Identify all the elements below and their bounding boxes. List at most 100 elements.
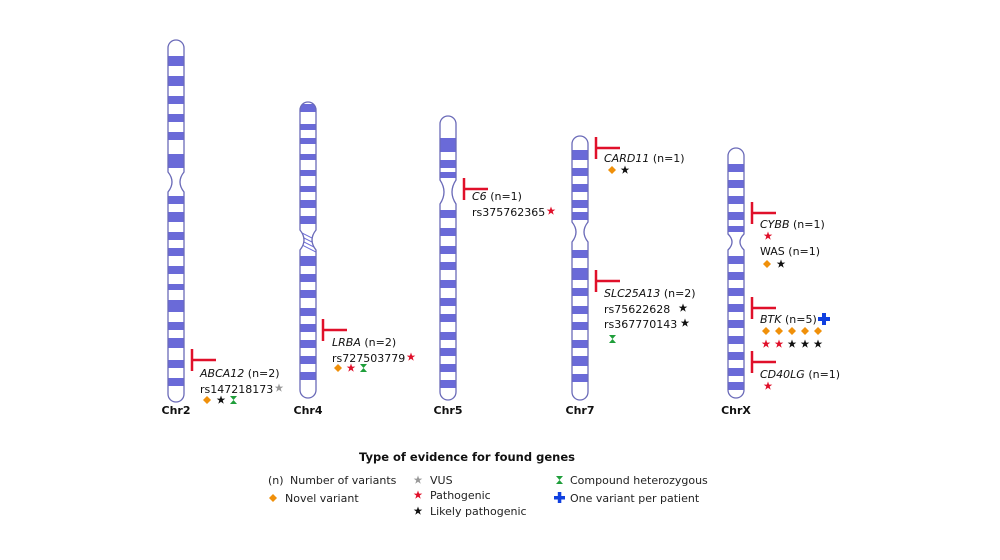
- compound-hourglass-icon: [360, 364, 367, 372]
- chromosome-band: [168, 232, 184, 240]
- legend-item-compound-heterozygous: Compound heterozygous: [556, 474, 708, 487]
- chromosome-band: [728, 304, 744, 312]
- gene-marker-card11: [594, 137, 620, 159]
- likely-pathogenic-star-icon: [678, 303, 688, 312]
- annotation-cybb: CYBB (n=1): [760, 218, 825, 231]
- chromosome-band: [440, 314, 456, 322]
- gene-marker-btk: [750, 297, 776, 319]
- chromosome-band: [300, 186, 316, 192]
- annotation-was: WAS (n=1): [760, 245, 820, 258]
- gene-name: C6: [472, 190, 487, 203]
- chromosome-band: [168, 300, 184, 312]
- likely-pathogenic-star-icon: [413, 506, 423, 515]
- pathogenic-star-icon: [761, 339, 771, 348]
- chromosome-band: [440, 246, 456, 254]
- chromosome-band: [300, 170, 316, 176]
- chromosome-label-chr2: Chr2: [162, 404, 191, 417]
- variant-count: (n=2): [248, 367, 280, 380]
- pathogenic-star-icon: [413, 490, 423, 499]
- chromosome-band: [572, 150, 588, 160]
- chromosome-band: [728, 382, 744, 390]
- chromosome-band: [728, 180, 744, 188]
- chromosome-band: [300, 138, 316, 144]
- chromosome-chr4: [299, 101, 317, 399]
- chromosome-band: [440, 332, 456, 340]
- svg-text:ABCA12 (n=2): ABCA12 (n=2): [199, 367, 280, 380]
- gene-name: WAS: [760, 245, 785, 258]
- chromosome-band: [728, 320, 744, 328]
- novel-diamond-icon: [203, 396, 211, 404]
- chromosome-band: [572, 200, 588, 208]
- chromosome-band: [440, 172, 456, 178]
- chromosome-band: [300, 200, 316, 208]
- variant-id: rs367770143: [604, 318, 677, 331]
- gene-name: CD40LG: [760, 368, 805, 381]
- chromosome-band: [300, 340, 316, 348]
- novel-diamond-icon: [814, 327, 822, 335]
- chromosome-band: [728, 212, 744, 220]
- legend-item-number-of-variants: (n) Number of variants: [268, 474, 397, 487]
- variant-count: (n=1): [788, 245, 820, 258]
- one-variant-per-patient-cross-icon: [818, 313, 830, 325]
- svg-text:CD40LG (n=1): CD40LG (n=1): [760, 368, 840, 381]
- legend-label: One variant per patient: [570, 492, 700, 505]
- gene-marker-cd40lg: [750, 351, 776, 373]
- variant-id: rs75622628: [604, 303, 670, 316]
- chromosome-band: [300, 308, 316, 316]
- chromosome-band: [572, 184, 588, 192]
- chromosome-label-chr7: Chr7: [566, 404, 595, 417]
- compound-hourglass-icon: [230, 396, 237, 404]
- chromosome-band: [300, 356, 316, 364]
- chromosome-outline: [167, 39, 185, 403]
- chromosome-band: [168, 284, 184, 290]
- pathogenic-star-icon: [763, 231, 773, 240]
- chromosome-band: [440, 298, 456, 306]
- annotation-c6: C6 (n=1) rs375762365: [472, 190, 545, 219]
- chromosome-band: [728, 288, 744, 296]
- chromosome-band: [168, 132, 184, 140]
- legend-label: Number of variants: [290, 474, 397, 487]
- chromosome-band: [300, 216, 316, 224]
- chromosome-band: [300, 104, 316, 112]
- novel-diamond-icon: [608, 166, 616, 174]
- chromosome-band: [168, 154, 184, 168]
- chromosome-band: [572, 322, 588, 330]
- svg-text:SLC25A13 (n=2): SLC25A13 (n=2): [604, 287, 696, 300]
- chromosome-band: [728, 352, 744, 360]
- novel-diamond-icon: [775, 327, 783, 335]
- novel-diamond-icon: [801, 327, 809, 335]
- gene-marker-cybb: [750, 202, 776, 224]
- gene-marker-abca12: [190, 349, 216, 371]
- legend-label: Likely pathogenic: [430, 505, 527, 518]
- legend-item-novel-variant: Novel variant: [269, 492, 359, 505]
- legend: Type of evidence for found genes (n) Num…: [268, 450, 708, 518]
- chromosome-chr2: [167, 39, 185, 403]
- svg-text:C6 (n=1): C6 (n=1): [472, 190, 522, 203]
- chromosome-band: [168, 378, 184, 386]
- chromosome-outline: [299, 101, 317, 399]
- chromosome-band: [572, 356, 588, 366]
- chromosome-chr5: [439, 115, 457, 401]
- novel-diamond-icon: [762, 327, 770, 335]
- annotation-cd40lg: CD40LG (n=1): [760, 368, 840, 381]
- chromosome-band: [300, 290, 316, 298]
- chromosome-band: [168, 212, 184, 222]
- chromosome-band: [168, 196, 184, 204]
- chromosome-band: [728, 226, 744, 232]
- legend-item-likely-pathogenic: Likely pathogenic: [413, 505, 527, 518]
- likely-pathogenic-star-icon: [620, 165, 630, 174]
- likely-pathogenic-star-icon: [216, 395, 226, 404]
- compound-hourglass-icon: [609, 335, 616, 343]
- chromosome-band: [168, 56, 184, 66]
- chromosome-band: [168, 266, 184, 274]
- chromosome-band: [300, 274, 316, 282]
- compound-hourglass-icon: [556, 476, 563, 484]
- novel-diamond-icon: [334, 364, 342, 372]
- one-variant-per-patient-cross-icon: [554, 492, 565, 503]
- chromosome-band: [440, 138, 456, 152]
- chromosome-band: [168, 360, 184, 368]
- chromosome-chr7: [571, 135, 589, 401]
- annotation-slc25a13: SLC25A13 (n=2) rs75622628 rs367770143: [604, 287, 696, 331]
- chromosome-band: [572, 288, 588, 296]
- chromosome-band: [440, 280, 456, 288]
